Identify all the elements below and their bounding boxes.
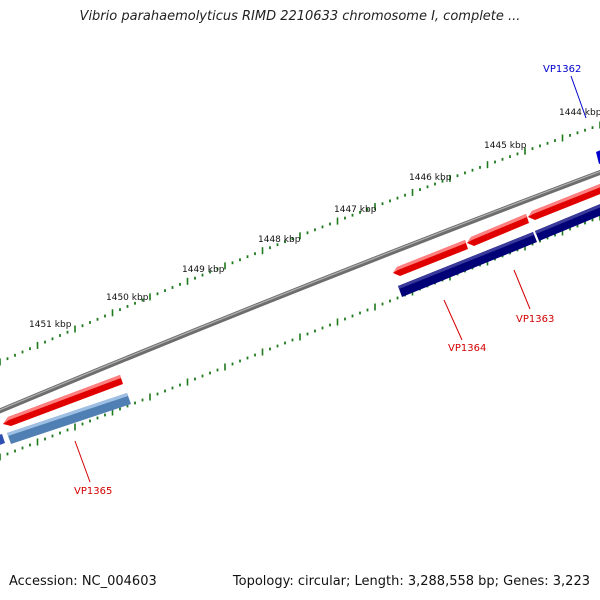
- chromosome-backbone: [0, 169, 600, 414]
- map-title: Vibrio parahaemolyticus RIMD 2210633 chr…: [79, 9, 521, 24]
- scale-label-1450: 1450 kbp: [106, 293, 149, 303]
- scale-label-1446: 1446 kbp: [409, 173, 452, 183]
- reverse-gene-right[interactable]: [398, 202, 600, 297]
- VP1362-pointer: [570, 75, 587, 119]
- scale-label-1447: 1447 kbp: [334, 205, 377, 215]
- gene-VP1363-feature-a[interactable]: [467, 214, 529, 246]
- gene-VP1362-feature[interactable]: [596, 148, 600, 164]
- VP1365-pointer: [74, 440, 91, 483]
- scale-label-1445: 1445 kbp: [484, 141, 527, 151]
- reverse-gene-left[interactable]: [0, 393, 131, 446]
- gene-VP1364-feature[interactable]: [393, 240, 468, 276]
- scale-label-1451: 1451 kbp: [29, 320, 72, 330]
- gene-VP1365-feature[interactable]: [3, 375, 123, 426]
- accession-text: Accession: NC_004603: [9, 574, 157, 589]
- gene-label-VP1362[interactable]: VP1362: [543, 64, 581, 75]
- scale-label-1449: 1449 kbp: [182, 265, 225, 275]
- gene-label-VP1363[interactable]: VP1363: [516, 314, 554, 325]
- gene-VP1363-feature-b[interactable]: [528, 182, 600, 220]
- scale-label-1444: 1444 kbp: [559, 108, 600, 118]
- scale-label-1448: 1448 kbp: [258, 235, 301, 245]
- chromosome-backbone-highlight: [0, 170, 600, 411]
- gene-label-VP1364[interactable]: VP1364: [448, 343, 486, 354]
- outer-tick-track: [0, 121, 600, 366]
- VP1364-pointer: [443, 299, 463, 341]
- VP1363-pointer: [513, 269, 531, 310]
- gene-label-VP1365[interactable]: VP1365: [74, 486, 112, 497]
- topology-summary: Topology: circular; Length: 3,288,558 bp…: [232, 574, 590, 589]
